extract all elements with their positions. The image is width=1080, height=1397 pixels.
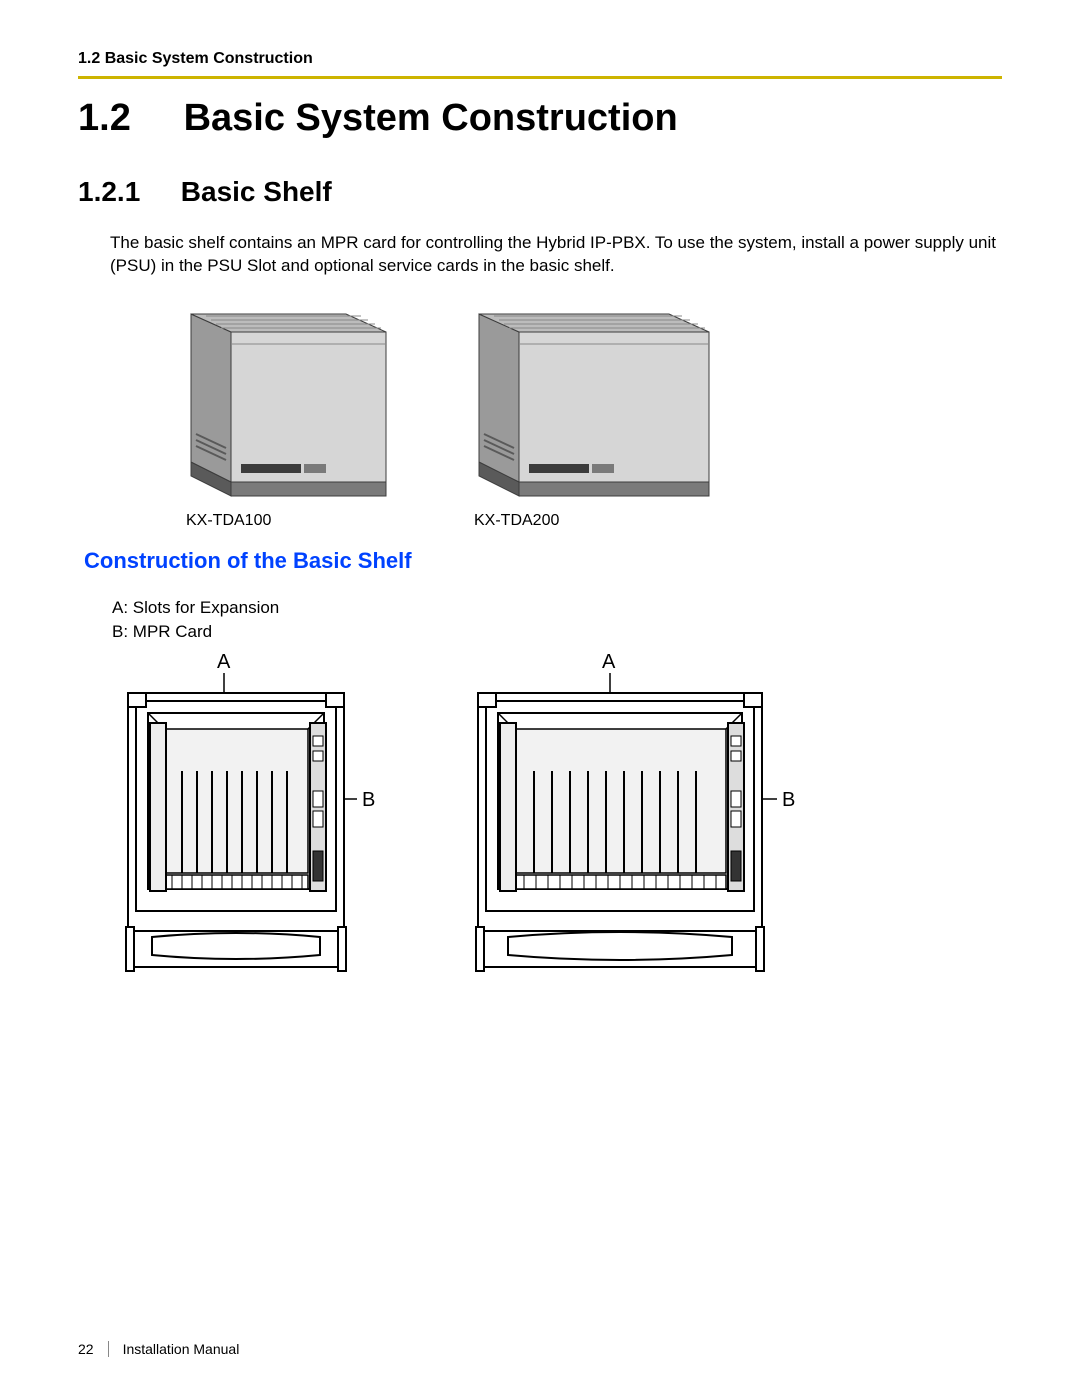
diagram-tda200-open: A B	[462, 651, 832, 981]
figure-kx-tda100: KX-TDA100	[186, 304, 396, 530]
header-section-label: 1.2 Basic System Construction	[78, 50, 1002, 68]
figure-kx-tda200: KX-TDA200	[474, 304, 719, 530]
product-figures: KX-TDA100 KX-TDA200	[186, 304, 1002, 530]
diagram-legend: A: Slots for Expansion B: MPR Card	[112, 596, 1002, 644]
body-paragraph: The basic shelf contains an MPR card for…	[110, 232, 1002, 278]
shelf-illustration-100	[186, 304, 396, 504]
construction-heading: Construction of the Basic Shelf	[84, 548, 1002, 574]
legend-a: A: Slots for Expansion	[112, 596, 1002, 620]
doc-title: Installation Manual	[123, 1341, 240, 1357]
label-b-right: B	[782, 789, 795, 812]
label-a-right: A	[602, 651, 615, 674]
subsection-heading: 1.2.1 Basic Shelf	[78, 176, 1002, 208]
section-heading: 1.2 Basic System Construction	[78, 97, 1002, 140]
subsection-number: 1.2.1	[78, 176, 173, 208]
open-shelf-svg-100	[112, 651, 412, 981]
diagram-tda100-open: A B	[112, 651, 412, 981]
subsection-title-text: Basic Shelf	[181, 176, 332, 207]
page-number: 22	[78, 1341, 109, 1357]
figure-caption-100: KX-TDA100	[186, 512, 396, 530]
legend-b: B: MPR Card	[112, 620, 1002, 644]
header-rule	[78, 76, 1002, 79]
label-b-left: B	[362, 789, 375, 812]
section-number: 1.2	[78, 97, 173, 140]
label-a-left: A	[217, 651, 230, 674]
figure-caption-200: KX-TDA200	[474, 512, 719, 530]
page-footer: 22 Installation Manual	[78, 1341, 239, 1357]
shelf-illustration-200	[474, 304, 719, 504]
diagram-row: A B	[112, 651, 1002, 981]
open-shelf-svg-200	[462, 651, 832, 981]
section-title-text: Basic System Construction	[184, 97, 678, 139]
